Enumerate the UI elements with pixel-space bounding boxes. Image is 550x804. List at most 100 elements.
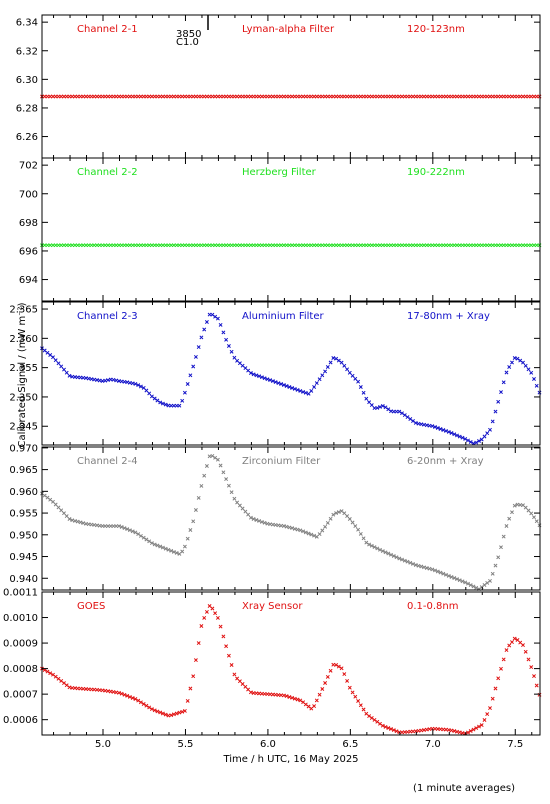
data-point	[182, 390, 187, 395]
data-point	[287, 695, 292, 699]
data-point	[361, 707, 366, 712]
data-point	[435, 426, 440, 430]
data-point	[292, 696, 297, 701]
data-point	[394, 729, 399, 734]
data-point	[127, 528, 132, 533]
data-point	[386, 551, 391, 556]
data-point	[152, 708, 157, 713]
data-point	[521, 643, 525, 648]
data-point	[147, 705, 152, 710]
data-point	[185, 382, 190, 386]
data-point	[383, 724, 388, 729]
data-point	[144, 703, 149, 708]
data-point	[312, 533, 317, 538]
data-point	[204, 609, 209, 614]
data-point	[248, 515, 253, 520]
data-point	[350, 520, 355, 525]
y-tick-label: 2.360	[9, 334, 38, 345]
data-point	[345, 367, 350, 372]
data-point	[188, 686, 193, 691]
data-point	[122, 692, 127, 697]
data-point	[364, 396, 369, 401]
data-point	[501, 380, 506, 385]
data-point	[353, 376, 358, 381]
data-point	[342, 363, 347, 368]
data-point	[284, 384, 289, 388]
data-point	[336, 358, 341, 363]
data-point	[523, 649, 528, 654]
data-point	[367, 542, 372, 547]
data-point	[424, 566, 429, 570]
data-point	[180, 398, 185, 403]
data-point	[499, 390, 503, 395]
y-tick-label: 0.0011	[3, 588, 38, 599]
data-point	[314, 534, 319, 539]
data-point	[521, 360, 525, 365]
y-tick-label: 0.0007	[3, 690, 38, 701]
data-point	[334, 662, 339, 667]
data-point	[441, 428, 446, 432]
data-point	[323, 369, 328, 374]
data-point	[485, 431, 490, 436]
data-point	[367, 400, 372, 405]
band-label: 17-80nm + Xray	[407, 311, 490, 322]
data-point	[452, 432, 457, 437]
data-point	[488, 427, 492, 432]
data-point	[270, 379, 275, 384]
data-point	[441, 571, 446, 576]
data-point	[532, 674, 536, 679]
data-point	[496, 399, 501, 404]
plot-frame	[41, 591, 541, 736]
data-point	[394, 555, 399, 560]
data-point	[504, 370, 509, 375]
data-point	[416, 563, 421, 568]
data-point	[510, 640, 514, 645]
data-point	[86, 376, 91, 381]
data-point	[490, 571, 495, 576]
data-point	[501, 534, 506, 539]
data-point	[53, 502, 58, 507]
data-point	[444, 428, 448, 433]
series-marks	[40, 312, 542, 446]
data-point	[422, 565, 426, 570]
data-point	[317, 532, 322, 537]
data-point	[114, 378, 119, 383]
data-point	[380, 549, 385, 554]
data-point	[81, 521, 86, 526]
data-point	[298, 528, 303, 533]
y-tick-label: 0.950	[9, 530, 38, 541]
data-point	[309, 388, 314, 393]
data-point	[314, 698, 319, 703]
panels: 6.26 6.28 6.30 6.32 6.34 Channel 2-1 Lyman-alp…	[3, 14, 542, 750]
data-point	[361, 390, 366, 395]
data-point	[378, 721, 382, 726]
data-point	[488, 578, 492, 583]
data-point	[358, 531, 363, 536]
data-point	[510, 510, 514, 515]
data-point	[325, 674, 330, 679]
data-point	[323, 524, 328, 529]
data-point	[292, 526, 297, 531]
data-point	[290, 386, 295, 390]
data-point	[482, 718, 487, 722]
data-point	[466, 438, 470, 443]
data-point	[133, 530, 138, 535]
data-point	[320, 373, 325, 378]
y-tick-label: 0.965	[9, 465, 38, 476]
data-point	[138, 384, 143, 389]
data-point	[490, 696, 495, 701]
data-point	[298, 698, 303, 703]
data-point	[449, 575, 454, 579]
data-point	[119, 525, 124, 529]
data-point	[254, 518, 259, 522]
data-point	[248, 690, 253, 695]
data-point	[64, 514, 69, 519]
data-point	[518, 358, 523, 363]
data-point	[117, 524, 121, 529]
data-point	[56, 505, 61, 510]
data-point	[155, 543, 160, 548]
data-point	[523, 505, 528, 510]
data-point	[246, 687, 251, 692]
data-point	[411, 561, 415, 566]
